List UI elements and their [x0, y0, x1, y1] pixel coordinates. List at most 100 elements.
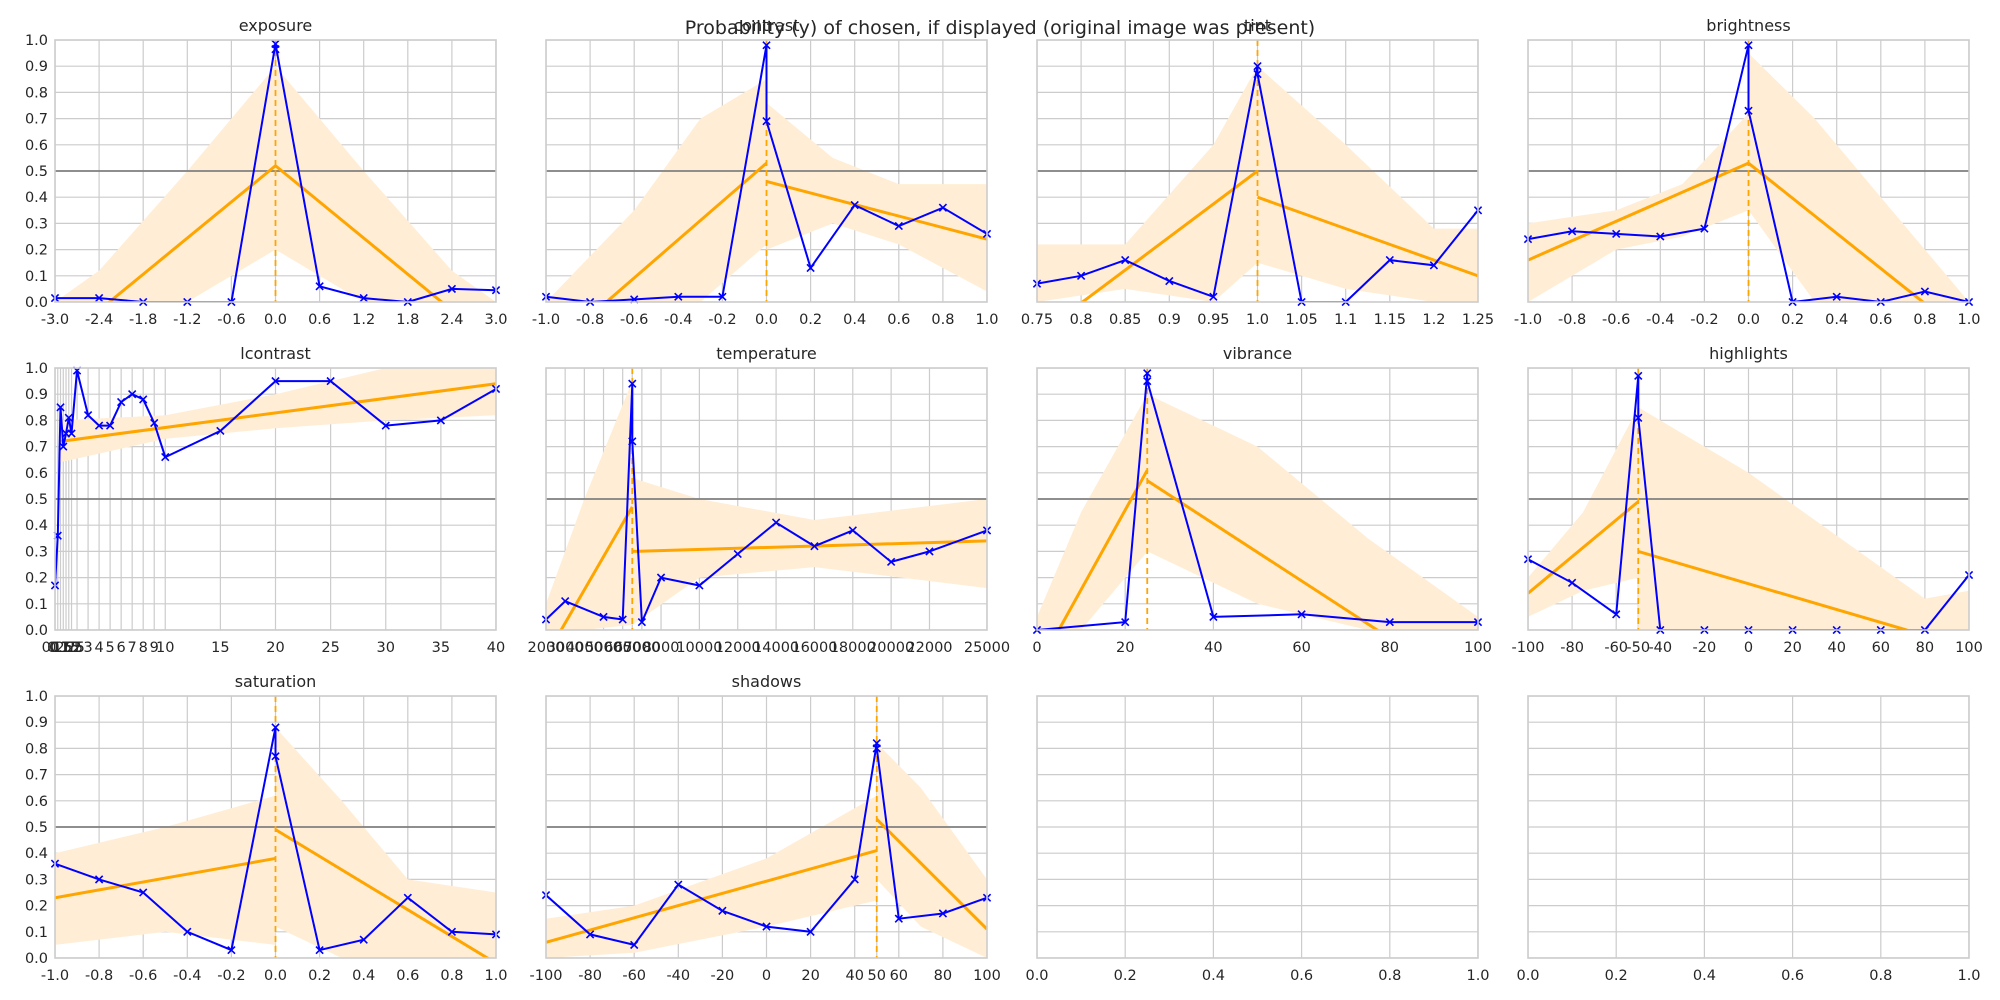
data-point-marker	[83, 410, 93, 420]
subplot-title: highlights	[1709, 344, 1788, 363]
plot-content	[55, 368, 496, 586]
data-point-marker	[94, 421, 104, 430]
x-tick-label: 5000	[585, 640, 622, 656]
plot-content	[55, 40, 496, 302]
x-tick-label: 2000	[528, 640, 565, 656]
x-tick-label: 0.85	[1109, 312, 1141, 328]
x-tick-label: 0.75	[1021, 312, 1053, 328]
confidence-band-left	[546, 381, 633, 630]
markers	[50, 723, 501, 955]
x-tick-label: 25	[321, 640, 339, 656]
x-tick-label: -1.0	[532, 312, 560, 328]
confidence-band-left	[55, 66, 276, 302]
data-point-marker	[315, 945, 324, 955]
markers	[541, 379, 992, 627]
x-tick-label: 2.4	[440, 312, 463, 328]
confidence-band-left	[546, 79, 767, 302]
y-tick-label: 0.5	[25, 164, 48, 180]
x-tick-label: 20	[266, 640, 284, 656]
data-point-marker	[447, 927, 457, 936]
x-tick-label: 1.5	[60, 640, 83, 656]
subplot-title: contrast	[734, 16, 800, 35]
y-tick-label: 0.8	[25, 741, 48, 757]
plot-content	[1037, 368, 1478, 630]
x-tick-label: -1.0	[1514, 312, 1542, 328]
confidence-band-right	[1748, 53, 1969, 302]
data-point-marker	[105, 421, 115, 430]
x-tick-label: 20	[801, 968, 819, 984]
x-tick-label: -0.4	[1646, 312, 1674, 328]
x-tick-label: 7000	[623, 640, 660, 656]
plot-content	[1037, 40, 1478, 302]
data-point-marker	[381, 421, 390, 430]
x-tick-label: -3.0	[41, 312, 69, 328]
x-tick-label: 0.2	[1605, 968, 1628, 984]
x-tick-label: 0.2	[308, 968, 331, 984]
y-tick-label: 0.3	[25, 872, 48, 888]
x-tick-label: -80	[578, 968, 602, 984]
x-tick-label: 0.4	[1202, 968, 1225, 984]
confidence-band-right	[766, 102, 987, 292]
data-point-marker	[618, 615, 627, 624]
subplot-shadows: shadows -100 -80 -60 -40 -20 0 20 40 50 60 80 100	[530, 672, 1001, 984]
axes-frame	[545, 367, 988, 631]
x-tick-label: 0.6	[1290, 968, 1313, 984]
y-tick-label: 0.4	[25, 190, 48, 206]
observed-series-line	[546, 45, 987, 302]
plot-content	[546, 368, 987, 630]
subplot-contrast: contrast -1.0 -0.8 -0.6 -0.4 -0.2 0.0 0.2 0.4 0.6…	[532, 16, 999, 328]
subplot-title: vibrance	[1223, 344, 1292, 363]
x-tick-label: 0.95	[1197, 312, 1229, 328]
data-point-marker	[1143, 376, 1152, 386]
x-tick-label: 0.2	[1114, 968, 1137, 984]
fit-line-right	[632, 539, 987, 553]
data-point-marker	[656, 573, 666, 582]
data-point-marker	[695, 581, 704, 590]
axes-frame	[1527, 39, 1970, 303]
x-tick-label: 6000	[604, 640, 641, 656]
data-point-marker	[1143, 369, 1152, 378]
fit-line-right	[1146, 479, 1380, 630]
x-tick-label: 0	[50, 640, 59, 656]
subplot-empty-10: 0.0 0.2 0.4 0.6 0.8 1.0	[1025, 695, 1490, 984]
x-tick-label: 1.0	[1957, 968, 1980, 984]
data-point-marker	[315, 282, 324, 291]
fit-line-left	[1079, 169, 1259, 302]
x-tick-label: 0.0	[1737, 312, 1760, 328]
data-point-marker	[733, 549, 742, 559]
x-tick-label: 1.0	[1957, 312, 1980, 328]
fit-line-left	[55, 856, 276, 900]
fit-line-left	[604, 162, 768, 302]
data-point-marker	[894, 221, 903, 231]
axes-frame	[1527, 695, 1970, 959]
data-point-marker	[1744, 41, 1753, 50]
x-tick-label: 1.2	[1422, 312, 1445, 328]
x-tick-label: 3000	[547, 640, 584, 656]
confidence-band-left	[1528, 113, 1749, 302]
axes-frame	[54, 367, 497, 631]
y-tick-label: 0.4	[25, 518, 48, 534]
x-tick-label: 0.8	[1913, 312, 1936, 328]
y-tick-label: 0.1	[25, 925, 48, 941]
x-tick-label: 80	[1916, 640, 1934, 656]
x-tick-label: 1.0	[1246, 312, 1269, 328]
data-point-marker	[1165, 276, 1174, 286]
x-tick-label: 30	[377, 640, 395, 656]
x-tick-label: 0.2	[1781, 312, 1804, 328]
x-tick-label: 1.0	[484, 968, 507, 984]
x-tick-label: 14000	[753, 640, 799, 656]
x-tick-label: -40	[666, 968, 690, 984]
x-tick-label: 0.8	[1378, 968, 1401, 984]
y-tick-label: 0.0	[25, 951, 48, 967]
data-point-marker	[674, 880, 683, 889]
x-tick-label: 4000	[566, 640, 603, 656]
x-tick-label: 1.15	[1374, 312, 1406, 328]
confidence-band-right	[275, 66, 496, 302]
data-point-marker	[762, 41, 771, 50]
data-point-marker	[630, 940, 639, 950]
y-tick-label: 0.6	[25, 794, 48, 810]
data-point-marker	[1076, 271, 1086, 280]
subplot-exposure: exposure 0.0 0.1 0.2 0.3 0.4 0.5 0.6 0.7 0.8 0.9 1.…	[25, 16, 508, 328]
x-tick-label: 10	[156, 640, 174, 656]
